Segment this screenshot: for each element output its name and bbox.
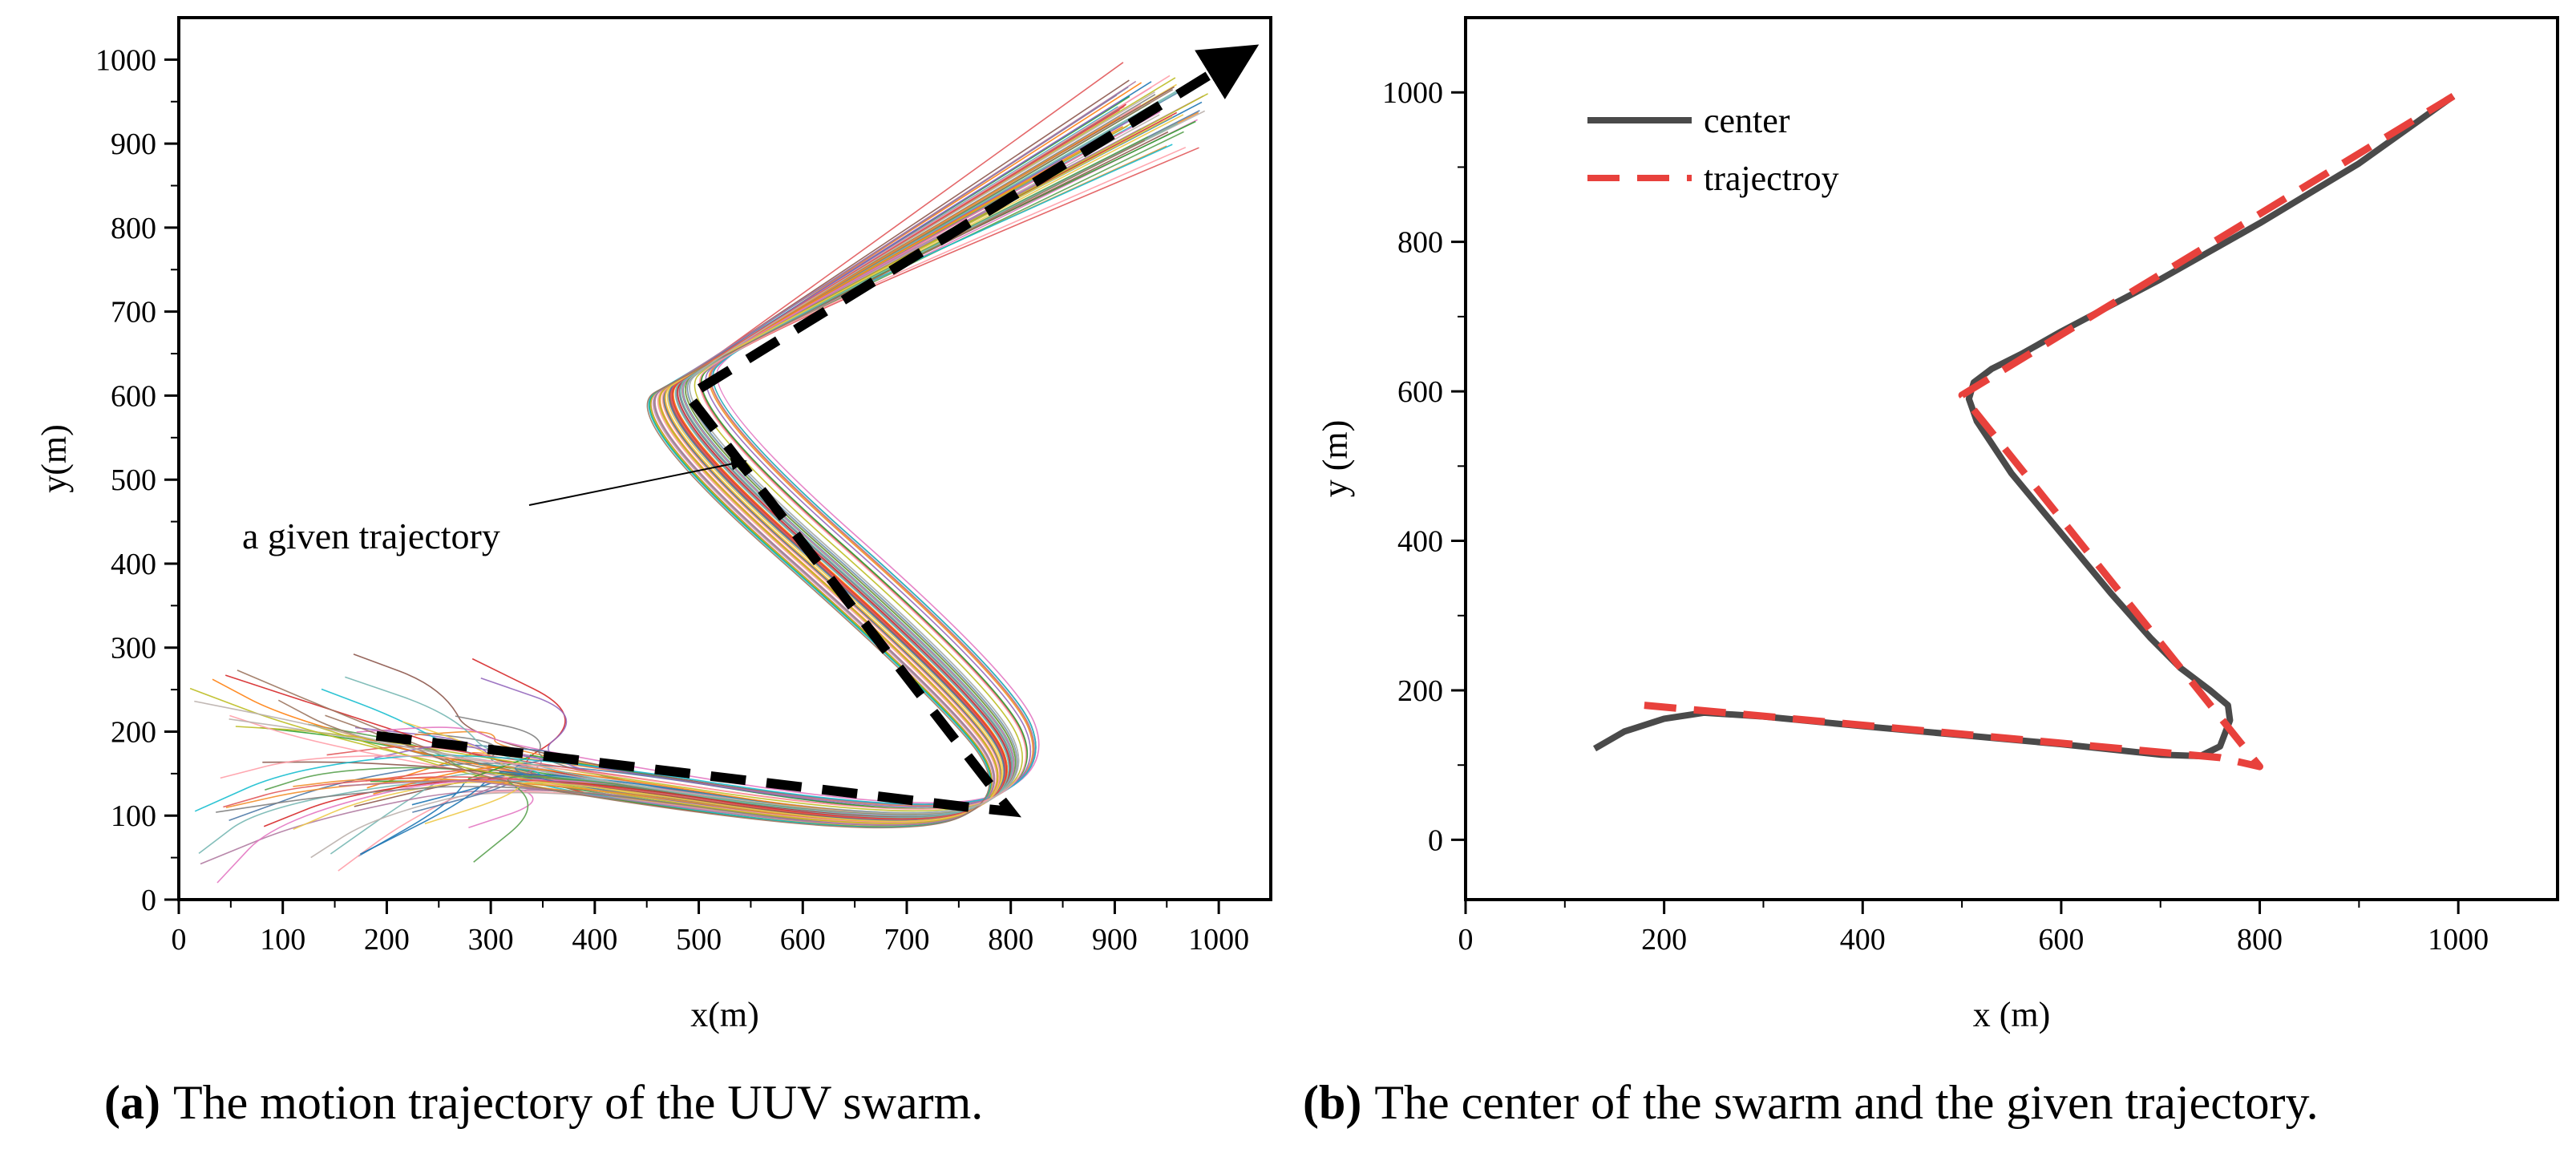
axis-a-xtick-label: 200 [364, 923, 410, 957]
axis-a-ytick-label: 100 [111, 799, 156, 833]
swarm-member-line [374, 100, 1121, 808]
axis-b-xtick-label: 0 [1458, 923, 1474, 957]
swarm-member-line [478, 106, 1118, 828]
axis-a-ytick-label: 700 [111, 296, 156, 330]
axis-a-ytick-label: 1000 [95, 43, 156, 77]
swarm-member-line [326, 147, 1199, 810]
axis-a-ytick-label: 600 [111, 379, 156, 413]
series-line-trajectroy [1644, 93, 2456, 771]
swarm-member-line [468, 119, 1198, 829]
swarm-member-line [194, 91, 1155, 815]
swarm-member-line [228, 110, 1206, 814]
axis-b-ytick-label: 200 [1397, 674, 1443, 708]
caption-a-text: The motion trajectory of the UUV swarm. [173, 1076, 983, 1129]
axis-b-xtick-label: 1000 [2428, 923, 2489, 957]
axis-b-xtick-label: 800 [2237, 923, 2283, 957]
axis-a-ytick-label: 900 [111, 127, 156, 161]
swarm-member-line [370, 102, 1151, 828]
caption-a: (a) The motion trajectory of the UUV swar… [104, 1076, 983, 1129]
y-axis-label-a: y(m) [34, 424, 74, 493]
caption-b-text: The center of the swarm and the given tr… [1374, 1076, 2318, 1129]
annotation-arrow [528, 457, 747, 506]
axis-a-xtick-label: 700 [884, 923, 930, 957]
axis-a-ytick-label: 0 [141, 884, 156, 917]
axis-a-xtick-label: 0 [172, 923, 187, 957]
swarm-member-line [338, 80, 1137, 826]
given-trajectory-line [375, 44, 1260, 818]
axis-b-xtick-label: 200 [1641, 923, 1687, 957]
axis-a-ytick-label: 200 [111, 715, 156, 749]
swarm-member-line [475, 95, 1204, 806]
swarm-member-line [216, 111, 1161, 884]
swarm-member-line [325, 140, 1146, 829]
caption-b-id: (b) [1303, 1076, 1361, 1129]
chart-panel-a: 0 100 200 300 400 500 600 700 800 900 1000 0 100 200 3… [34, 16, 1272, 1034]
legend-label-trajectroy: trajectroy [1704, 159, 1839, 198]
axis-a-ytick-label: 300 [111, 632, 156, 665]
axis-b-xtick-label: 400 [1840, 923, 1886, 957]
caption-a-id: (a) [104, 1076, 160, 1129]
swarm-member-line [480, 106, 1155, 817]
axis-a-ytick-label: 500 [111, 463, 156, 497]
axis-b-ytick-label: 400 [1397, 525, 1443, 559]
axis-a-ytick-label: 400 [111, 548, 156, 581]
legend-b: center trajectroy [1587, 101, 1839, 198]
axis-b-ytick-label: 0 [1428, 823, 1443, 857]
swarm-member-line [467, 120, 1196, 810]
y-axis-label-b: y (m) [1316, 420, 1355, 498]
series-line-center [1593, 93, 2456, 759]
axis-a-xtick-label: 600 [780, 923, 826, 957]
axis-b-xtick-label: 600 [2038, 923, 2084, 957]
swarm-member-line [223, 106, 1125, 820]
swarm-member-line [411, 101, 1203, 817]
swarm-trajectories [189, 62, 1208, 884]
chart-panel-b: 0 200 400 600 800 1000 0 200 400 600 800 1000 x (m)… [1316, 16, 2559, 1034]
caption-b: (b) The center of the swarm and the given… [1303, 1076, 2319, 1129]
axis-ticks-a: 0 100 200 300 400 500 600 700 800 900 1000 0 100 200 3… [95, 43, 1249, 957]
swarm-member-line [194, 144, 1173, 812]
given-trajectory-series [375, 44, 1260, 818]
plot-frame-a [177, 16, 1272, 901]
axis-a-xtick-label: 300 [468, 923, 514, 957]
axis-ticks-b: 0 200 400 600 800 1000 0 200 400 600 800 1000 [1382, 76, 2489, 957]
swarm-member-line [307, 131, 1184, 823]
svg-text:(a)The motion trajectory of th: (a) The motion trajectory of the UUV swar… [104, 1076, 983, 1129]
swarm-member-line [415, 145, 1167, 807]
svg-text:(b)The center of the swarm and: (b) The center of the swarm and the given… [1303, 1076, 2319, 1129]
axis-a-xtick-label: 800 [988, 923, 1033, 957]
annotation-label: a given trajectory [242, 516, 500, 556]
axis-a-xtick-label: 900 [1092, 923, 1138, 957]
axis-a-xtick-label: 100 [260, 923, 305, 957]
swarm-member-line [424, 115, 1173, 825]
axis-b-ytick-label: 1000 [1382, 76, 1443, 110]
swarm-member-line [356, 87, 1152, 804]
axis-a-xtick-label: 400 [572, 923, 617, 957]
legend-label-center: center [1704, 101, 1790, 140]
axis-b-ytick-label: 600 [1397, 375, 1443, 409]
swarm-member-line [345, 123, 1179, 817]
axis-a-ytick-label: 800 [111, 212, 156, 245]
swarm-member-line [412, 110, 1200, 823]
x-axis-label-a: x(m) [690, 995, 759, 1034]
swarm-member-line [220, 147, 1187, 810]
axis-b-ytick-label: 800 [1397, 226, 1443, 260]
plot-frame-b [1464, 16, 2559, 901]
x-axis-label-b: x (m) [1973, 995, 2051, 1034]
swarm-member-line [353, 86, 1175, 805]
axis-a-xtick-label: 1000 [1188, 923, 1249, 957]
axis-a-xtick-label: 500 [676, 923, 722, 957]
series-lines-b [1593, 93, 2456, 771]
